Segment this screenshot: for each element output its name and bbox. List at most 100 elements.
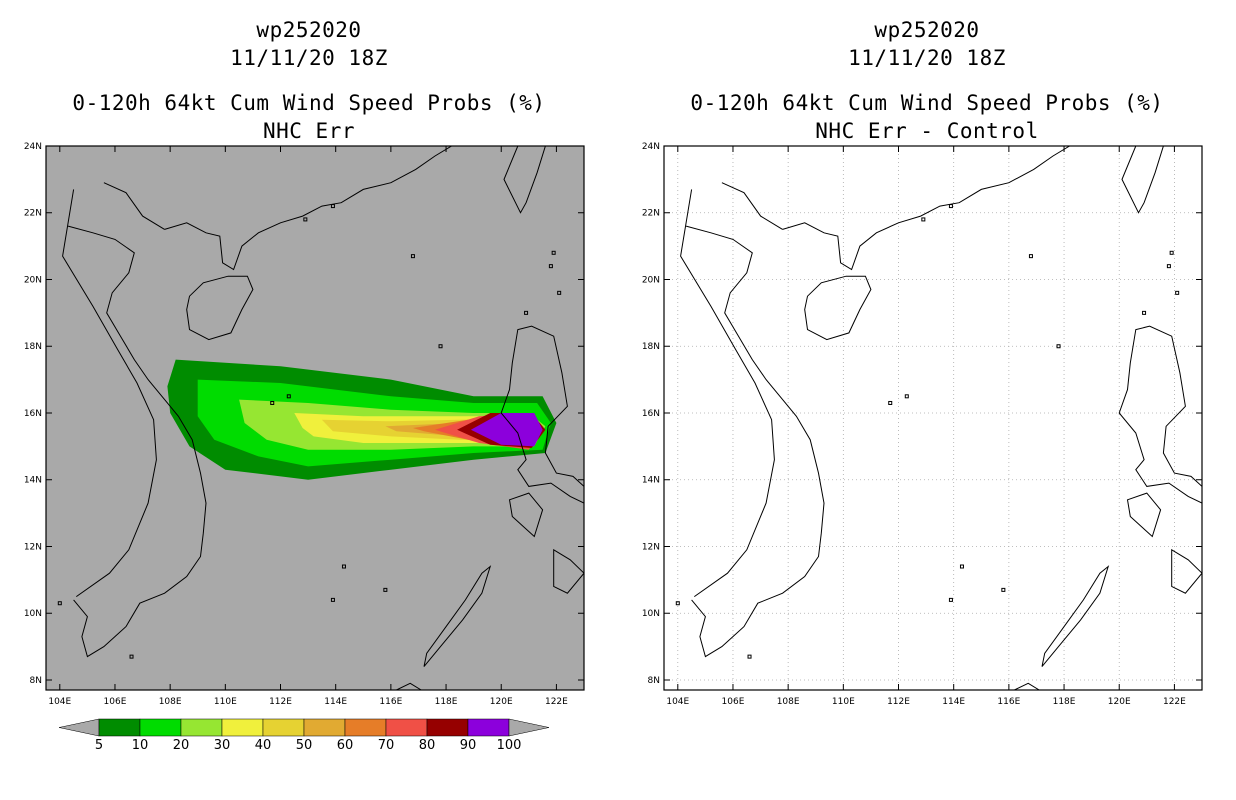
- y-tick-label: 8N: [30, 676, 42, 686]
- difference-map: 104E 106E 108E 110E 112E 114E 116E 118E 120E 122E…: [642, 142, 1203, 707]
- small-island: [383, 587, 388, 592]
- x-tick-label: 112E: [269, 697, 292, 707]
- y-tick-label: 22N: [24, 209, 42, 219]
- colorbar-label: 50: [296, 738, 313, 753]
- subtitle: NHC Err - Control: [815, 119, 1039, 143]
- y-tick-label: 20N: [24, 275, 42, 285]
- coastline-taiwan: [503, 146, 546, 214]
- map-frame: [663, 145, 1203, 691]
- y-tick-label: 24N: [24, 142, 42, 152]
- coastline-taiwan: [1121, 146, 1164, 214]
- product-title: 0-120h 64kt Cum Wind Speed Probs (%): [72, 91, 546, 115]
- colorbar-label: 30: [214, 738, 231, 753]
- x-tick-label: 108E: [777, 697, 800, 707]
- map-interior: [57, 146, 584, 690]
- small-island: [904, 394, 909, 399]
- prob-contour-90: [470, 413, 543, 447]
- product-title: 0-120h 64kt Cum Wind Speed Probs (%): [690, 91, 1164, 115]
- x-tick-label: 116E: [997, 697, 1020, 707]
- y-tick-label: 10N: [642, 609, 660, 619]
- coastline-south-china: [782, 146, 1070, 271]
- colorbar-box: [303, 718, 346, 737]
- x-tick-label: 120E: [490, 697, 513, 707]
- colorbar-label: 70: [378, 738, 395, 753]
- y-tick-label: 22N: [642, 209, 660, 219]
- x-tick-label: 110E: [832, 697, 855, 707]
- colorbar-label: 20: [173, 738, 190, 753]
- coastline-hainan: [804, 275, 872, 341]
- y-tick-label: 12N: [24, 542, 42, 552]
- coastline-south-china: [164, 146, 452, 271]
- colorbar-box: [221, 718, 264, 737]
- small-island: [675, 601, 680, 606]
- small-island: [330, 204, 335, 209]
- coastline-mindoro: [1126, 492, 1162, 538]
- map-frame: [45, 145, 585, 691]
- axis-ticks: 104E 106E 108E 110E 112E 114E 116E 118E 120E 122E…: [24, 142, 584, 707]
- coastline-hainan: [186, 275, 254, 341]
- colorbar-box: [426, 718, 469, 737]
- colorbar-label: 60: [337, 738, 354, 753]
- small-island: [410, 254, 415, 259]
- y-tick-label: 14N: [24, 476, 42, 486]
- probability-map: 104E 106E 108E 110E 112E 114E 116E 118E 120E 122E…: [24, 142, 585, 753]
- coastline-panay: [1171, 548, 1202, 594]
- subtitle: NHC Err: [262, 119, 355, 143]
- small-island: [129, 654, 134, 659]
- small-island: [270, 400, 275, 405]
- small-island: [921, 217, 926, 222]
- coastline-palawan: [1041, 565, 1110, 667]
- colorbar-label: 100: [497, 738, 522, 753]
- y-tick-label: 14N: [642, 476, 660, 486]
- small-island: [438, 344, 443, 349]
- y-tick-label: 24N: [642, 142, 660, 152]
- border-china-vietnam: [103, 182, 165, 230]
- x-tick-label: 114E: [324, 697, 347, 707]
- x-tick-label: 106E: [722, 697, 745, 707]
- small-island: [548, 264, 553, 269]
- small-island: [1166, 264, 1171, 269]
- colorbar-box: [139, 718, 182, 737]
- x-tick-label: 122E: [545, 697, 568, 707]
- y-tick-label: 18N: [642, 342, 660, 352]
- small-island: [286, 394, 291, 399]
- left-panel: wp252020 11/11/20 18Z 0-120h 64kt Cum Wi…: [24, 18, 585, 753]
- colorbar-box: [344, 718, 387, 737]
- x-tick-label: 118E: [435, 697, 458, 707]
- y-tick-label: 8N: [648, 676, 660, 686]
- colorbar-right-arrow: [508, 718, 550, 737]
- coastline-luzon: [500, 325, 584, 504]
- coastline-mindoro: [508, 492, 544, 538]
- map-group: 104E 106E 108E 110E 112E 114E 116E 118E 120E 122E…: [24, 142, 585, 707]
- colorbar-label: 10: [132, 738, 149, 753]
- small-island: [1028, 254, 1033, 259]
- small-island: [948, 597, 953, 602]
- map-group: 104E 106E 108E 110E 112E 114E 116E 118E 120E 122E…: [642, 142, 1203, 707]
- coastline-luzon: [1118, 325, 1202, 504]
- storm-id-title: wp252020: [874, 18, 980, 42]
- x-tick-label: 114E: [942, 697, 965, 707]
- colorbar-box: [467, 718, 510, 737]
- colorbar-box: [98, 718, 141, 737]
- map-interior: [664, 146, 1202, 690]
- coastline-panay: [553, 548, 584, 594]
- colorbar-label: 90: [460, 738, 477, 753]
- coastline-mainland: [685, 225, 825, 658]
- small-island: [557, 290, 562, 295]
- y-tick-label: 16N: [24, 409, 42, 419]
- border-laos-cambodia: [680, 189, 775, 598]
- gridlines: [664, 146, 1202, 690]
- colorbar-label: 80: [419, 738, 436, 753]
- y-tick-label: 16N: [642, 409, 660, 419]
- small-island: [959, 564, 964, 569]
- small-island: [330, 597, 335, 602]
- y-tick-label: 18N: [24, 342, 42, 352]
- y-tick-label: 20N: [642, 275, 660, 285]
- colorbar: 5 10 20 30 40 50 60 70 80 90 100: [58, 718, 550, 753]
- colorbar-box: [385, 718, 428, 737]
- x-tick-label: 104E: [666, 697, 689, 707]
- colorbar-left-arrow: [58, 718, 100, 737]
- colorbar-label: 5: [95, 738, 103, 753]
- y-tick-label: 12N: [642, 542, 660, 552]
- small-island: [888, 400, 893, 405]
